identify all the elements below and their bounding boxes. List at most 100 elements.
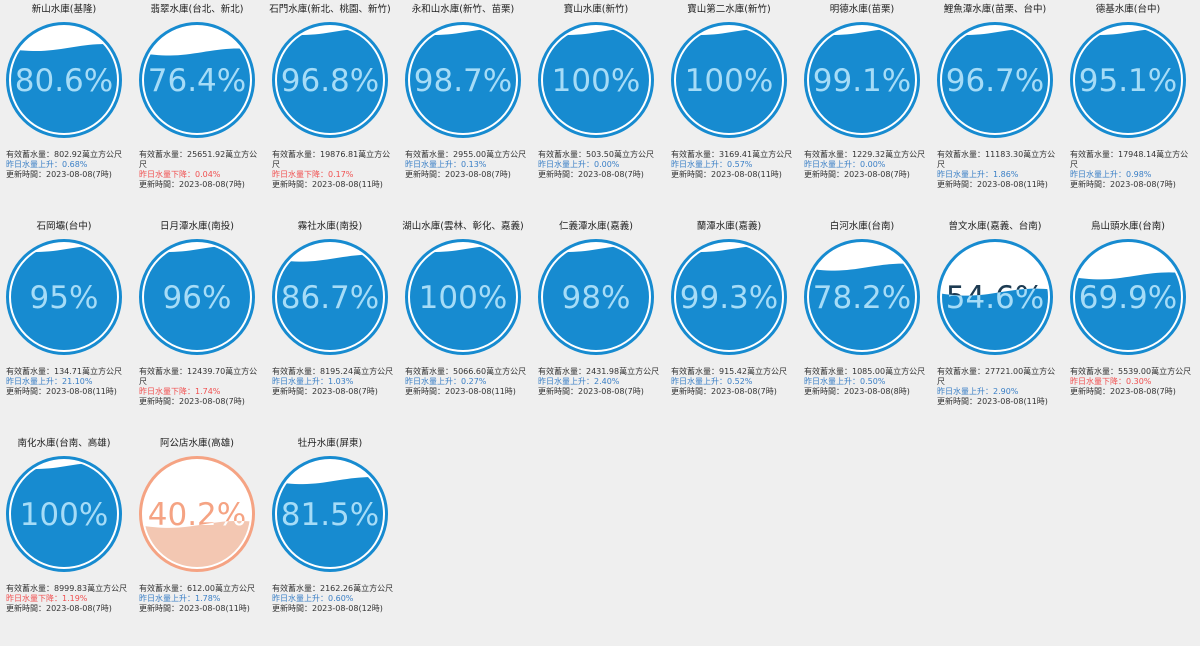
daily-change: 昨日水量上升：1.03% (272, 377, 354, 386)
reservoir-name: 石岡壩(台中) (36, 221, 92, 232)
reservoir-name: 明德水庫(苗栗) (829, 4, 895, 15)
reservoir-name: 石門水庫(新北、桃園、新竹) (269, 4, 391, 15)
effective-storage: 有效蓄水量：802.92萬立方公尺 (6, 150, 122, 159)
water-level-gauge: 40.2%40.2% (139, 456, 255, 572)
effective-storage: 有效蓄水量：11183.30萬立方公尺 (937, 150, 1056, 169)
daily-change: 昨日水量上升：2.40% (538, 377, 620, 386)
reservoir-name: 霧社水庫(南投) (297, 221, 363, 232)
reservoir-info: 有效蓄水量：5066.60萬立方公尺 昨日水量上升：0.27% 更新時間：202… (405, 367, 527, 397)
reservoir-info: 有效蓄水量：802.92萬立方公尺 昨日水量上升：0.68% 更新時間：2023… (6, 150, 128, 180)
water-level-gauge: 96.7%96.7% (937, 22, 1053, 138)
effective-storage: 有效蓄水量：27721.00萬立方公尺 (937, 367, 1056, 386)
water-level-gauge: 96%96% (139, 239, 255, 355)
reservoir-card: 鯉魚潭水庫(苗栗、台中) 96.7%96.7% 有效蓄水量：11183.30萬立… (931, 0, 1059, 190)
percent-label-over-water: 98.7% (414, 63, 512, 99)
effective-storage: 有效蓄水量：1229.32萬立方公尺 (804, 150, 926, 159)
water-fill (942, 27, 1048, 133)
reservoir-info: 有效蓄水量：3169.41萬立方公尺 昨日水量上升：0.57% 更新時間：202… (671, 150, 793, 180)
daily-change: 昨日水量上升：2.90% (937, 387, 1019, 396)
water-level-gauge: 95.1%95.1% (1070, 22, 1186, 138)
reservoir-info: 有效蓄水量：2955.00萬立方公尺 昨日水量上升：0.13% 更新時間：202… (405, 150, 527, 180)
water-level-gauge: 98%98% (538, 239, 654, 355)
water-fill (277, 27, 383, 133)
water-fill (410, 244, 516, 350)
reservoir-name: 鯉魚潭水庫(苗栗、台中) (943, 4, 1047, 15)
update-time: 更新時間：2023-08-08(11時) (6, 387, 117, 396)
percent-label-over-water: 96% (163, 280, 232, 316)
water-level-gauge: 69.9%69.9% (1070, 239, 1186, 355)
effective-storage: 有效蓄水量：17948.14萬立方公尺 (1070, 150, 1189, 169)
update-time: 更新時間：2023-08-08(11時) (937, 180, 1048, 189)
percent-label-over-water: 95.1% (1079, 63, 1177, 99)
update-time: 更新時間：2023-08-08(7時) (538, 170, 644, 179)
reservoir-name: 日月潭水庫(南投) (160, 221, 234, 232)
reservoir-name: 阿公店水庫(高雄) (160, 438, 234, 449)
water-fill (11, 244, 117, 350)
water-level-gauge: 100%100% (6, 456, 122, 572)
effective-storage: 有效蓄水量：503.50萬立方公尺 (538, 150, 654, 159)
reservoir-card: 寶山第二水庫(新竹) 100%100% 有效蓄水量：3169.41萬立方公尺 昨… (665, 0, 793, 180)
water-level-gauge: 76.4%76.4% (139, 22, 255, 138)
reservoir-info: 有效蓄水量：8999.83萬立方公尺 昨日水量下降：1.19% 更新時間：202… (6, 584, 128, 614)
effective-storage: 有效蓄水量：1085.00萬立方公尺 (804, 367, 926, 376)
reservoir-info: 有效蓄水量：1085.00萬立方公尺 昨日水量上升：0.50% 更新時間：202… (804, 367, 926, 397)
effective-storage: 有效蓄水量：8195.24萬立方公尺 (272, 367, 394, 376)
percent-label-over-water: 69.9% (1079, 280, 1177, 316)
daily-change: 昨日水量上升：21.10% (6, 377, 93, 386)
effective-storage: 有效蓄水量：12439.70萬立方公尺 (139, 367, 258, 386)
update-time: 更新時間：2023-08-08(11時) (937, 397, 1048, 406)
water-level-gauge: 100%100% (405, 239, 521, 355)
effective-storage: 有效蓄水量：612.00萬立方公尺 (139, 584, 255, 593)
reservoir-card: 新山水庫(基隆) 80.6%80.6% 有效蓄水量：802.92萬立方公尺 昨日… (0, 0, 128, 180)
daily-change: 昨日水量下降：1.19% (6, 594, 88, 603)
reservoir-info: 有效蓄水量：612.00萬立方公尺 昨日水量上升：1.78% 更新時間：2023… (139, 584, 261, 614)
reservoir-card: 寶山水庫(新竹) 100%100% 有效蓄水量：503.50萬立方公尺 昨日水量… (532, 0, 660, 180)
water-fill (11, 44, 117, 133)
reservoir-card: 德基水庫(台中) 95.1%95.1% 有效蓄水量：17948.14萬立方公尺 … (1064, 0, 1192, 190)
update-time: 更新時間：2023-08-08(7時) (538, 387, 644, 396)
effective-storage: 有效蓄水量：915.42萬立方公尺 (671, 367, 787, 376)
daily-change: 昨日水量上升：1.78% (139, 594, 221, 603)
effective-storage: 有效蓄水量：19876.81萬立方公尺 (272, 150, 391, 169)
daily-change: 昨日水量下降：0.04% (139, 170, 221, 179)
reservoir-card: 湖山水庫(雲林、彰化、嘉義) 100%100% 有效蓄水量：5066.60萬立方… (399, 217, 527, 397)
reservoir-card: 日月潭水庫(南投) 96%96% 有效蓄水量：12439.70萬立方公尺 昨日水… (133, 217, 261, 407)
water-fill (277, 477, 383, 567)
update-time: 更新時間：2023-08-08(7時) (6, 170, 112, 179)
reservoir-card: 翡翠水庫(台北、新北) 76.4%76.4% 有效蓄水量：25651.92萬立方… (133, 0, 261, 190)
percent-label-over-water: 99.1% (813, 63, 911, 99)
water-level-gauge: 86.7%86.7% (272, 239, 388, 355)
reservoir-card: 仁義潭水庫(嘉義) 98%98% 有效蓄水量：2431.98萬立方公尺 昨日水量… (532, 217, 660, 397)
update-time: 更新時間：2023-08-08(7時) (139, 397, 245, 406)
reservoir-info: 有效蓄水量：27721.00萬立方公尺 昨日水量上升：2.90% 更新時間：20… (937, 367, 1059, 407)
reservoir-info: 有效蓄水量：1229.32萬立方公尺 昨日水量上升：0.00% 更新時間：202… (804, 150, 926, 180)
update-time: 更新時間：2023-08-08(7時) (139, 180, 245, 189)
reservoir-name: 德基水庫(台中) (1095, 4, 1161, 15)
reservoir-card: 阿公店水庫(高雄) 40.2%40.2% 有效蓄水量：612.00萬立方公尺 昨… (133, 434, 261, 614)
effective-storage: 有效蓄水量：8999.83萬立方公尺 (6, 584, 128, 593)
reservoir-info: 有效蓄水量：12439.70萬立方公尺 昨日水量下降：1.74% 更新時間：20… (139, 367, 261, 407)
daily-change: 昨日水量下降：0.17% (272, 170, 354, 179)
reservoir-card: 永和山水庫(新竹、苗栗) 98.7%98.7% 有效蓄水量：2955.00萬立方… (399, 0, 527, 180)
update-time: 更新時間：2023-08-08(11時) (671, 170, 782, 179)
update-time: 更新時間：2023-08-08(7時) (405, 170, 511, 179)
effective-storage: 有效蓄水量：2955.00萬立方公尺 (405, 150, 527, 159)
percent-label-over-water: 100% (685, 63, 774, 99)
reservoir-card: 霧社水庫(南投) 86.7%86.7% 有效蓄水量：8195.24萬立方公尺 昨… (266, 217, 394, 397)
reservoir-card: 曾文水庫(嘉義、台南) 54.6%54.6% 有效蓄水量：27721.00萬立方… (931, 217, 1059, 407)
reservoir-card: 牡丹水庫(屏東) 81.5%81.5% 有效蓄水量：2162.26萬立方公尺 昨… (266, 434, 394, 614)
reservoir-name: 曾文水庫(嘉義、台南) (948, 221, 1042, 232)
update-time: 更新時間：2023-08-08(11時) (405, 387, 516, 396)
daily-change: 昨日水量上升：0.50% (804, 377, 886, 386)
water-fill (543, 244, 649, 350)
water-fill (144, 244, 250, 350)
percent-label-over-water: 96.7% (946, 63, 1044, 99)
water-level-gauge: 96.8%96.8% (272, 22, 388, 138)
reservoir-card: 石岡壩(台中) 95%95% 有效蓄水量：134.71萬立方公尺 昨日水量上升：… (0, 217, 128, 397)
reservoir-info: 有效蓄水量：2162.26萬立方公尺 昨日水量上升：0.60% 更新時間：202… (272, 584, 394, 614)
water-level-gauge: 95%95% (6, 239, 122, 355)
update-time: 更新時間：2023-08-08(7時) (804, 170, 910, 179)
daily-change: 昨日水量上升：0.60% (272, 594, 354, 603)
update-time: 更新時間：2023-08-08(11時) (139, 604, 250, 613)
reservoir-card: 南化水庫(台南、高雄) 100%100% 有效蓄水量：8999.83萬立方公尺 … (0, 434, 128, 614)
